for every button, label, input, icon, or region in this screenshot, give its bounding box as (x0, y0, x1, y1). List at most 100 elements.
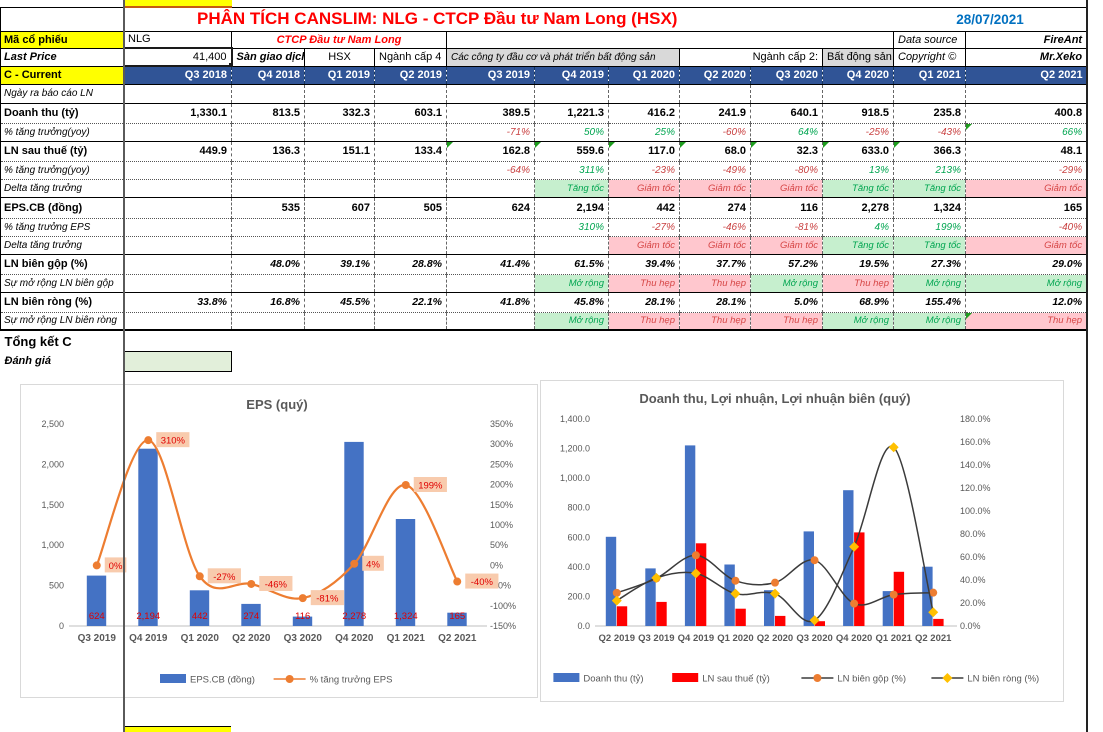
cell-pct_doanh_thu-q3-2020[interactable]: 64% (750, 122, 823, 141)
quarter-header-q2-2019[interactable]: Q2 2019 (374, 65, 447, 85)
cell-bien_gop-q1-2020[interactable]: 39.4% (608, 253, 680, 274)
cell-pct_eps-q1-2021[interactable]: 199% (893, 217, 966, 236)
cell-pct_ln_sau_thue-q1-2019[interactable] (304, 160, 375, 179)
cell-bien_rong-q1-2020[interactable]: 28.1% (608, 291, 680, 312)
cell-bien_rong-q4-2020[interactable]: 68.9% (822, 291, 894, 312)
cell-bien_gop-q2-2021[interactable]: 29.0% (965, 253, 1088, 274)
cell-ln_sau_thue-q4-2020[interactable]: 633.0 (822, 140, 894, 161)
cell-pct_ln_sau_thue-q1-2021[interactable]: 213% (893, 160, 966, 179)
cell-bien_gop-q2-2019[interactable]: 28.8% (374, 253, 447, 274)
cell-mo_rong_gop-q4-2018[interactable] (231, 273, 305, 292)
page-title[interactable]: PHÂN TÍCH CANSLIM: NLG - CTCP Đầu tư Nam… (123, 6, 751, 32)
ticker-label[interactable]: Mã cổ phiếu (0, 30, 124, 49)
cell-ngay_bao_cao-q3-2019[interactable] (446, 83, 535, 103)
quarter-header-q1-2021[interactable]: Q1 2021 (893, 65, 966, 85)
cell-ngay_bao_cao-q4-2019[interactable] (534, 83, 609, 103)
industry2-label[interactable]: Ngành cấp 2: (679, 47, 823, 67)
cell-pct_ln_sau_thue-q2-2019[interactable] (374, 160, 447, 179)
cell-pct_eps-q1-2020[interactable]: -27% (608, 217, 680, 236)
row-label-pct_ln_sau_thue[interactable]: % tăng trưởng(yoy) (0, 160, 124, 179)
cell-bien_gop-q4-2020[interactable]: 19.5% (822, 253, 894, 274)
cell-pct_doanh_thu-q2-2019[interactable] (374, 122, 447, 141)
cell-pct_doanh_thu-q1-2019[interactable] (304, 122, 375, 141)
partial-cell-bottom[interactable] (123, 726, 231, 732)
cell-pct_eps-q4-2020[interactable]: 4% (822, 217, 894, 236)
row-label-pct_eps[interactable]: % tăng trưởng EPS (0, 217, 124, 236)
cell-pct_eps-q4-2019[interactable]: 310% (534, 217, 609, 236)
cell-bien_gop-q3-2018[interactable] (123, 253, 232, 274)
cell-pct_ln_sau_thue-q2-2021[interactable]: -29% (965, 160, 1088, 179)
cell-delta_ln-q2-2021[interactable]: Giảm tốc (965, 178, 1088, 197)
cell-pct_eps-q3-2019[interactable] (446, 217, 535, 236)
cell-doanh_thu-q3-2018[interactable]: 1,330.1 (123, 102, 232, 123)
cell-bien_gop-q1-2019[interactable]: 39.1% (304, 253, 375, 274)
cell-pct_doanh_thu-q4-2018[interactable] (231, 122, 305, 141)
quarter-header-q4-2019[interactable]: Q4 2019 (534, 65, 609, 85)
cell-bien_rong-q4-2019[interactable]: 45.8% (534, 291, 609, 312)
cell-bien_rong-q3-2020[interactable]: 5.0% (750, 291, 823, 312)
last-price-label[interactable]: Last Price (0, 47, 124, 67)
cell-delta_ln-q1-2021[interactable]: Tăng tốc (893, 178, 966, 197)
cell-mo_rong_rong-q1-2019[interactable] (304, 311, 375, 330)
cell-bien_rong-q2-2020[interactable]: 28.1% (679, 291, 751, 312)
cell-mo_rong_rong-q4-2019[interactable]: Mở rộng (534, 311, 609, 330)
cell-mo_rong_rong-q3-2019[interactable] (446, 311, 535, 330)
cell-bien_gop-q1-2021[interactable]: 27.3% (893, 253, 966, 274)
cell-mo_rong_gop-q1-2019[interactable] (304, 273, 375, 292)
cell-bien_rong-q3-2018[interactable]: 33.8% (123, 291, 232, 312)
cell-doanh_thu-q1-2019[interactable]: 332.3 (304, 102, 375, 123)
partial-cell-top[interactable] (123, 0, 232, 8)
cell-pct_doanh_thu-q1-2021[interactable]: -43% (893, 122, 966, 141)
cell-delta_eps-q4-2018[interactable] (231, 235, 305, 254)
cell-pct_ln_sau_thue-q3-2020[interactable]: -80% (750, 160, 823, 179)
cell-delta_ln-q1-2019[interactable] (304, 178, 375, 197)
cell-mo_rong_gop-q2-2019[interactable] (374, 273, 447, 292)
cell-bien_rong-q1-2019[interactable]: 45.5% (304, 291, 375, 312)
cell-pct_doanh_thu-q2-2020[interactable]: -60% (679, 122, 751, 141)
cell-mo_rong_gop-q3-2020[interactable]: Mở rộng (750, 273, 823, 292)
cell-eps-q3-2019[interactable]: 624 (446, 196, 535, 218)
data-source-value[interactable]: FireAnt (964, 30, 1088, 49)
cell-delta_ln-q3-2020[interactable]: Giảm tốc (750, 178, 823, 197)
ticker-value[interactable]: NLG (123, 30, 232, 49)
cell-doanh_thu-q4-2018[interactable]: 813.5 (231, 102, 305, 123)
quarter-header-q1-2020[interactable]: Q1 2020 (608, 65, 680, 85)
eps-quarterly-chart[interactable]: EPS (quý) 0 500 1,000 1,500 2,000 2,500 -150% -1… (20, 384, 538, 698)
cell-pct_ln_sau_thue-q3-2018[interactable] (123, 160, 232, 179)
danh-gia-label[interactable]: Đánh giá (4, 355, 51, 367)
cell-delta_eps-q3-2018[interactable] (123, 235, 232, 254)
cell-ngay_bao_cao-q4-2018[interactable] (231, 83, 305, 103)
cell-ngay_bao_cao-q1-2019[interactable] (304, 83, 375, 103)
cell-eps-q4-2019[interactable]: 2,194 (534, 196, 609, 218)
tong-ket-label[interactable]: Tổng kết C (0, 329, 124, 351)
row-label-bien_rong[interactable]: LN biên ròng (%) (0, 291, 124, 312)
row-label-bien_gop[interactable]: LN biên gộp (%) (0, 253, 124, 274)
cell-ngay_bao_cao-q1-2021[interactable] (893, 83, 966, 103)
data-source-label[interactable]: Data source (893, 30, 966, 49)
quarter-header-q3-2019[interactable]: Q3 2019 (446, 65, 535, 85)
cell-delta_eps-q2-2019[interactable] (374, 235, 447, 254)
industry2-value[interactable]: Bất động sản (822, 47, 894, 67)
copyright-value[interactable]: Mr.Xeko (964, 47, 1088, 67)
cell-pct_doanh_thu-q3-2018[interactable] (123, 122, 232, 141)
cell-eps-q4-2018[interactable]: 535 (231, 196, 305, 218)
cell-delta_ln-q4-2018[interactable] (231, 178, 305, 197)
cell-delta_ln-q3-2019[interactable] (446, 178, 535, 197)
cell-pct_doanh_thu-q2-2021[interactable]: 66% (965, 122, 1088, 141)
cell-ngay_bao_cao-q3-2018[interactable] (123, 83, 232, 103)
cell-mo_rong_gop-q2-2021[interactable]: Mở rộng (965, 273, 1088, 292)
cell-bien_gop-q3-2020[interactable]: 57.2% (750, 253, 823, 274)
cell-delta_eps-q3-2020[interactable]: Giảm tốc (750, 235, 823, 254)
cell-delta_eps-q1-2019[interactable] (304, 235, 375, 254)
empty-cell[interactable] (123, 329, 1087, 351)
quarter-header-q3-2018[interactable]: Q3 2018 (123, 65, 232, 85)
quarter-header-q4-2020[interactable]: Q4 2020 (822, 65, 894, 85)
cell-bien_gop-q4-2019[interactable]: 61.5% (534, 253, 609, 274)
cell-mo_rong_gop-q1-2021[interactable]: Mở rộng (893, 273, 966, 292)
cell-bien_rong-q2-2021[interactable]: 12.0% (965, 291, 1088, 312)
cell-mo_rong_gop-q1-2020[interactable]: Thu hẹp (608, 273, 680, 292)
title-row-label-cell[interactable] (0, 6, 124, 32)
cell-eps-q1-2020[interactable]: 442 (608, 196, 680, 218)
cell-pct_eps-q4-2018[interactable] (231, 217, 305, 236)
cell-delta_eps-q4-2019[interactable] (534, 235, 609, 254)
